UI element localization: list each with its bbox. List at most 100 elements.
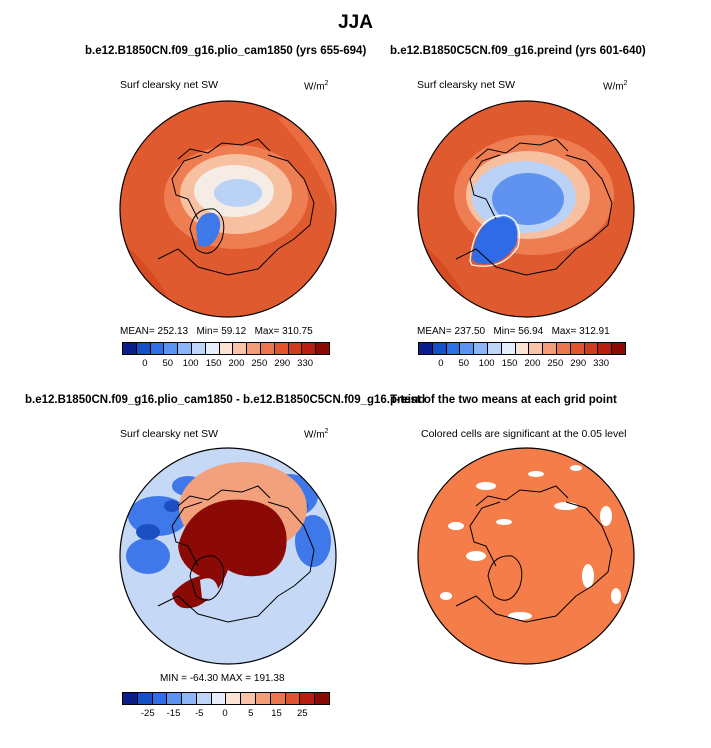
- panel-3-coast-eurasia: [267, 501, 315, 597]
- panel-1-colorbar-box: [274, 343, 289, 354]
- panel-1-colorbar-box: [247, 343, 261, 354]
- panel-2-greenland-blue: [472, 217, 518, 265]
- panel-4-coast-north: [475, 485, 569, 507]
- panel-4-nonsignificant-cells: [440, 465, 621, 620]
- panel-3-colorbar-box: [270, 693, 286, 704]
- panel-3-units: W/m2: [304, 428, 329, 441]
- panel-1-colorbar-box: [233, 343, 248, 354]
- panel-2-header: b.e12.B1850C5CN.f09_g16.preind (yrs 601-…: [390, 45, 646, 57]
- panel-1-tick-label: 150: [205, 358, 222, 369]
- panel-3-header: b.e12.B1850CN.f09_g16.plio_cam1850 - b.e…: [25, 394, 426, 406]
- panel-2-tick-label: 330: [593, 358, 610, 369]
- panel-1-polar-map: [119, 100, 337, 318]
- panel-2-polar-map: [417, 100, 635, 318]
- panel-1-colorbar-box: [219, 343, 234, 354]
- panel-2-tick-label: 100: [478, 358, 495, 369]
- panel-1-colorbar-box: [136, 343, 151, 354]
- panel-2-tick-label: 200: [524, 358, 541, 369]
- panel-2-colorbar-box: [419, 343, 433, 354]
- panel-3-colorbar-box: [285, 693, 301, 704]
- panel-4-significant-cells: [418, 448, 634, 664]
- panel-1-colorbar-box: [191, 343, 206, 354]
- panel-2-map-border: [417, 100, 635, 318]
- panel-3-coast-south: [157, 595, 279, 623]
- panel-3-colorbar-box: [256, 693, 271, 704]
- panel-3-stats: MIN = -64.30 MAX = 191.38: [160, 673, 285, 684]
- panel-1-coast-eurasia: [267, 154, 315, 250]
- panel-1-colorbar-box: [316, 343, 329, 354]
- panel-2-tick-label: 150: [501, 358, 518, 369]
- panel-2-colorbar-box: [529, 343, 544, 354]
- panel-3-colorbar: [122, 692, 330, 705]
- panel-3-coast-canada: [171, 501, 203, 567]
- panel-2-coast-south: [455, 248, 577, 276]
- panel-3-colorbar-box: [226, 693, 242, 704]
- panel-3-colorbar-box: [182, 693, 197, 704]
- panel-2-stats: MEAN= 237.50 Min= 56.94 Max= 312.91: [417, 326, 610, 337]
- panel-4-note: Colored cells are significant at the 0.0…: [421, 428, 627, 440]
- panel-3-colorbar-box: [167, 693, 183, 704]
- panel-3-colorbar-box: [300, 693, 316, 704]
- panel-1-coast-north: [177, 138, 271, 160]
- panel-1-coast-greenland: [189, 208, 225, 254]
- panel-4-coast-greenland: [487, 555, 523, 601]
- panel-1-colorbar-box: [178, 343, 192, 354]
- panel-2-colorbar: [418, 342, 626, 355]
- panel-3-tick-label: 5: [248, 708, 254, 719]
- panel-2-colorbar-box: [432, 343, 447, 354]
- panel-2-colorbar-box: [515, 343, 530, 354]
- panel-3-colorbar-box: [241, 693, 257, 704]
- panel-3-colorbar-box: [196, 693, 212, 704]
- panel-1-tick-label: 250: [251, 358, 268, 369]
- panel-2-colorbar-box: [487, 343, 502, 354]
- panel-2-colorbar-box: [460, 343, 475, 354]
- panel-2-colorbar-box: [556, 343, 571, 354]
- panel-4-coast-canada: [469, 501, 501, 567]
- panel-2-coast-north: [475, 138, 569, 160]
- panel-1-units: W/m2: [304, 80, 329, 93]
- panel-2-colorbar-box: [474, 343, 488, 354]
- panel-4-coast-eurasia: [565, 501, 613, 597]
- panel-3-colorbar-box: [211, 693, 227, 704]
- panel-1-colorbar-box: [288, 343, 303, 354]
- panel-2-variable: Surf clearsky net SW: [417, 79, 516, 91]
- panel-3-colorbar-box: [123, 693, 138, 704]
- panel-1-coast-south: [157, 248, 279, 276]
- panel-3-polar-map: [119, 447, 337, 665]
- panel-2-tick-label: 0: [438, 358, 444, 369]
- panel-2-arctic-mid-blue: [492, 173, 564, 225]
- panel-1-variable: Surf clearsky net SW: [120, 79, 219, 91]
- panel-4-header: T-test of the two means at each grid poi…: [390, 394, 617, 406]
- panel-3-colorbar-box: [137, 693, 153, 704]
- panel-1-coast-canada: [171, 154, 203, 220]
- panel-2-coast-eurasia: [565, 154, 613, 250]
- panel-3-tick-label: -15: [166, 708, 181, 719]
- panel-1-tick-label: 290: [274, 358, 291, 369]
- panel-1-tick-label: 100: [182, 358, 199, 369]
- panel-2-coast-canada: [469, 154, 501, 220]
- panel-1-colorbar-box: [302, 343, 317, 354]
- panel-1-colorbar-box: [205, 343, 220, 354]
- panel-2-colorbar-box: [446, 343, 461, 354]
- panel-3-coast-north: [177, 485, 271, 507]
- panel-1-stats: MEAN= 252.13 Min= 59.12 Max= 310.75: [120, 326, 313, 337]
- panel-1-colorbar: [122, 342, 330, 355]
- panel-2-tick-label: 250: [547, 358, 564, 369]
- panel-3-tick-label: -25: [140, 708, 155, 719]
- panel-1-map-border: [119, 100, 337, 318]
- panel-3-variable: Surf clearsky net SW: [120, 428, 219, 440]
- panel-2-coast-greenland: [469, 214, 520, 267]
- panel-1-colorbar-box: [260, 343, 275, 354]
- panel-2-colorbar-box: [612, 343, 625, 354]
- panel-2-units: W/m2: [603, 80, 628, 93]
- panel-3-tick-label: 15: [271, 708, 282, 719]
- panel-2-tick-label: 50: [458, 358, 470, 369]
- panel-2-colorbar-box: [543, 343, 557, 354]
- panel-3-coast-greenland: [189, 555, 225, 601]
- panel-3-tick-label: -5: [195, 708, 204, 719]
- figure-title: JJA: [338, 12, 373, 33]
- panel-2-colorbar-box: [598, 343, 613, 354]
- panel-1-tick-label: 50: [162, 358, 174, 369]
- panel-1-greenland-blue: [196, 212, 221, 247]
- panel-2-tick-label: 290: [570, 358, 587, 369]
